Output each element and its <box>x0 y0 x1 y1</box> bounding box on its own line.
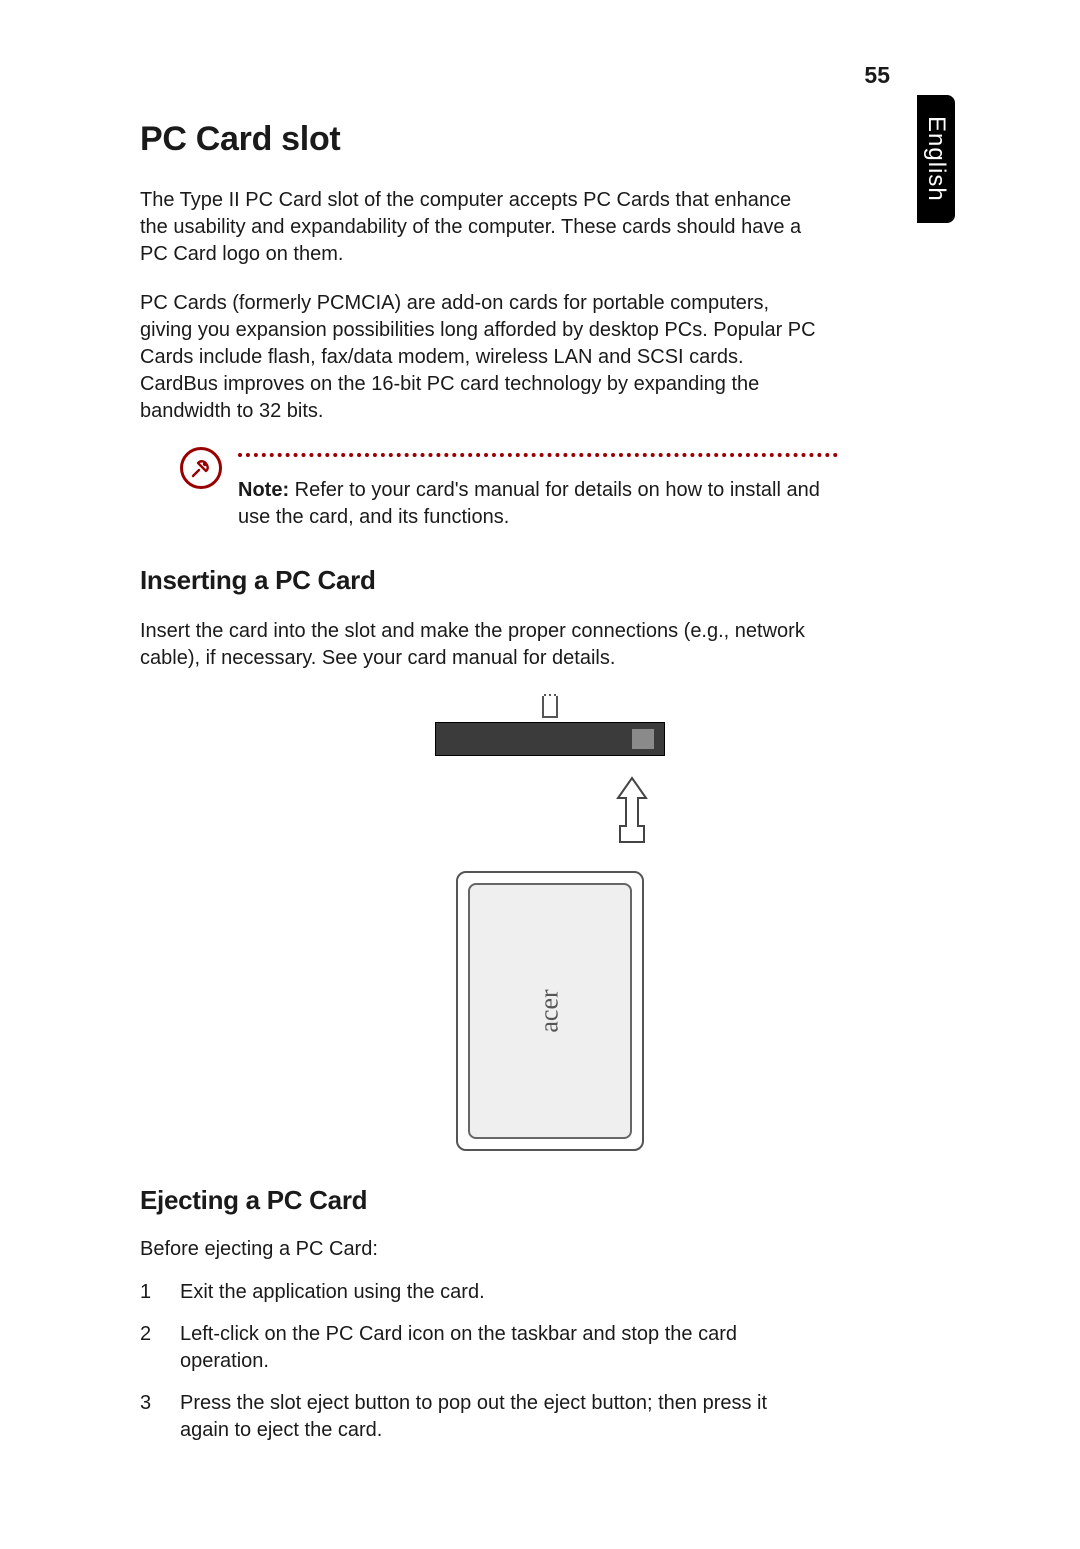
figure-pc-card-face-icon: acer <box>468 883 632 1139</box>
note-pin-icon <box>180 447 222 489</box>
note-text: Note: Refer to your card's manual for de… <box>238 477 838 531</box>
figure-pc-card-icon: acer <box>456 871 644 1151</box>
note-block: Note: Refer to your card's manual for de… <box>180 447 960 531</box>
figure-eject-button-icon <box>542 696 558 718</box>
insert-heading: Inserting a PC Card <box>140 565 960 596</box>
eject-heading: Ejecting a PC Card <box>140 1185 960 1216</box>
manual-page: 55 English PC Card slot The Type II PC C… <box>0 0 1080 1549</box>
intro-paragraph-1: The Type II PC Card slot of the computer… <box>140 187 820 268</box>
language-side-tab: English <box>917 95 955 223</box>
eject-intro: Before ejecting a PC Card: <box>140 1238 960 1261</box>
eject-steps-list: Exit the application using the card. Lef… <box>140 1279 960 1445</box>
page-number: 55 <box>864 62 890 89</box>
eject-step: Left-click on the PC Card icon on the ta… <box>140 1321 820 1376</box>
insert-figure: acer <box>420 696 680 1151</box>
insert-text: Insert the card into the slot and make t… <box>140 618 820 672</box>
section-heading: PC Card slot <box>140 120 960 159</box>
figure-card-slot-icon <box>435 722 665 756</box>
eject-step: Press the slot eject button to pop out t… <box>140 1390 820 1445</box>
figure-card-logo: acer <box>535 989 565 1032</box>
figure-insert-arrow-icon <box>614 776 650 849</box>
language-label: English <box>922 116 950 202</box>
figure-slot-indicator-icon <box>632 729 654 749</box>
note-body: Refer to your card's manual for details … <box>238 479 820 528</box>
eject-step: Exit the application using the card. <box>140 1279 820 1307</box>
note-label: Note: <box>238 479 289 501</box>
intro-paragraph-2: PC Cards (formerly PCMCIA) are add-on ca… <box>140 290 820 425</box>
note-divider <box>238 453 838 457</box>
